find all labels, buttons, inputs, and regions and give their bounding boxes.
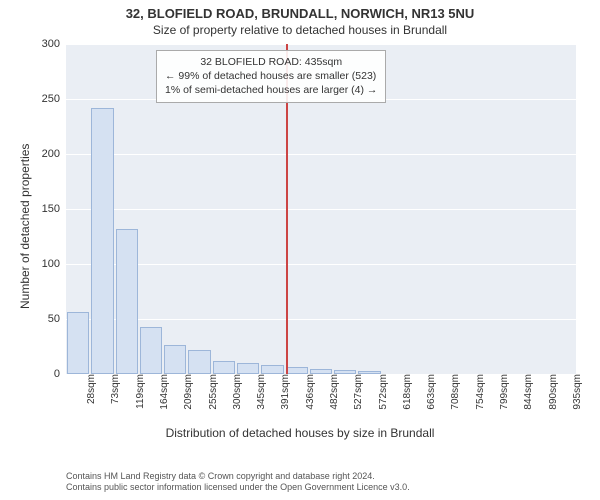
x-tick-label: 754sqm — [471, 374, 486, 410]
y-tick-label: 0 — [54, 368, 66, 380]
x-tick-label: 708sqm — [446, 374, 461, 410]
histogram-bar — [140, 327, 162, 374]
x-tick-label: 890sqm — [544, 374, 559, 410]
x-tick-label: 209sqm — [179, 374, 194, 410]
grid-line — [66, 209, 576, 210]
x-tick-label: 527sqm — [349, 374, 364, 410]
chart-subtitle: Size of property relative to detached ho… — [0, 21, 600, 41]
y-axis-label: Number of detached properties — [18, 144, 32, 309]
y-tick-label: 50 — [48, 313, 66, 325]
y-tick-label: 250 — [42, 93, 66, 105]
histogram-bar — [261, 365, 283, 374]
x-tick-label: 663sqm — [422, 374, 437, 410]
histogram-bar — [237, 363, 259, 374]
x-tick-label: 799sqm — [495, 374, 510, 410]
grid-line — [66, 44, 576, 45]
callout-box: 32 BLOFIELD ROAD: 435sqm← 99% of detache… — [156, 50, 386, 103]
x-tick-label: 482sqm — [325, 374, 340, 410]
x-tick-label: 28sqm — [82, 374, 97, 404]
histogram-bar — [286, 367, 308, 374]
histogram-bar — [164, 345, 186, 374]
grid-line — [66, 264, 576, 265]
chart-container: 32, BLOFIELD ROAD, BRUNDALL, NORWICH, NR… — [0, 0, 600, 500]
y-tick-label: 100 — [42, 258, 66, 270]
x-tick-label: 935sqm — [568, 374, 583, 410]
x-axis-label: Distribution of detached houses by size … — [166, 426, 435, 440]
x-tick-label: 73sqm — [106, 374, 121, 404]
x-tick-label: 119sqm — [131, 374, 146, 409]
histogram-bar — [188, 350, 210, 374]
callout-line: 1% of semi-detached houses are larger (4… — [165, 83, 377, 97]
histogram-bar — [91, 108, 113, 374]
footer-attribution: Contains HM Land Registry data © Crown c… — [66, 471, 410, 494]
chart-title: 32, BLOFIELD ROAD, BRUNDALL, NORWICH, NR… — [0, 0, 600, 21]
x-tick-label: 391sqm — [276, 374, 291, 410]
histogram-bar — [67, 312, 89, 374]
footer-line1: Contains HM Land Registry data © Crown c… — [66, 471, 410, 483]
x-tick-label: 844sqm — [519, 374, 534, 410]
callout-line: ← 99% of detached houses are smaller (52… — [165, 69, 377, 83]
x-tick-label: 572sqm — [374, 374, 389, 410]
x-tick-label: 618sqm — [398, 374, 413, 410]
x-tick-label: 345sqm — [252, 374, 267, 410]
histogram-bar — [116, 229, 138, 374]
x-tick-label: 300sqm — [228, 374, 243, 410]
x-tick-label: 436sqm — [301, 374, 316, 410]
y-tick-label: 300 — [42, 38, 66, 50]
plot-area: 05010015020025030028sqm73sqm119sqm164sqm… — [66, 44, 576, 374]
x-tick-label: 164sqm — [155, 374, 170, 410]
histogram-bar — [213, 361, 235, 374]
y-tick-label: 150 — [42, 203, 66, 215]
callout-line: 32 BLOFIELD ROAD: 435sqm — [165, 55, 377, 69]
grid-line — [66, 319, 576, 320]
footer-line2: Contains public sector information licen… — [66, 482, 410, 494]
y-tick-label: 200 — [42, 148, 66, 160]
x-tick-label: 255sqm — [204, 374, 219, 410]
grid-line — [66, 154, 576, 155]
